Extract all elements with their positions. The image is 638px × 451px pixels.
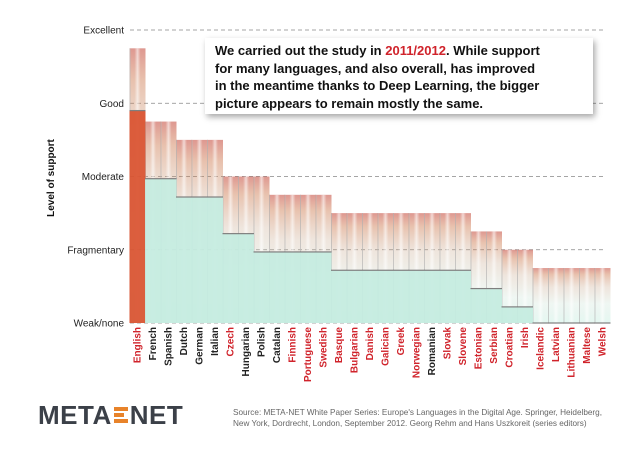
bar-galician	[377, 270, 394, 323]
bar-italian	[207, 197, 223, 323]
category-label: French	[148, 327, 159, 360]
bar-french	[145, 178, 161, 323]
category-label: Maltese	[582, 327, 593, 364]
note-line-1: We carried out the study in 2011/2012. W…	[215, 42, 585, 60]
note-line-3: in the meantime thanks to Deep Learning,…	[215, 78, 540, 93]
bar-czech	[222, 233, 239, 323]
category-label: Slovak	[443, 327, 454, 360]
range-highlight	[413, 213, 420, 323]
category-label: Danish	[365, 327, 376, 360]
bar-danish	[362, 270, 378, 323]
category-label: Slovene	[458, 327, 469, 366]
bar-hungarian	[238, 233, 254, 323]
bar-dutch	[176, 197, 192, 323]
note-line-1-pre: We carried out the study in	[215, 43, 386, 58]
category-label: Hungarian	[241, 327, 252, 376]
bar-catalan	[269, 251, 285, 323]
category-label: Spanish	[164, 327, 175, 366]
category-label: Romanian	[427, 327, 438, 375]
category-label: Serbian	[489, 327, 500, 364]
bar-slovak	[439, 270, 456, 323]
category-label: German	[195, 327, 206, 365]
category-label: Latvian	[551, 327, 562, 362]
category-label: Czech	[226, 327, 237, 356]
bar-german	[191, 197, 208, 323]
bar-slovene	[455, 270, 471, 323]
range-highlight	[522, 249, 528, 323]
bar-norwegian	[408, 270, 425, 323]
range-highlight	[537, 268, 544, 323]
category-label: Lithuanian	[567, 327, 578, 378]
range-highlight	[429, 213, 435, 323]
range-highlight	[460, 213, 466, 323]
category-label: Irish	[520, 327, 531, 348]
source-citation: Source: META-NET White Paper Series: Eur…	[233, 407, 628, 429]
bar-portuguese	[300, 251, 316, 323]
category-label: Bulgarian	[350, 327, 361, 373]
range-highlight	[568, 268, 575, 323]
category-label: Portuguese	[303, 327, 314, 382]
range-highlight	[367, 213, 373, 323]
y-axis-title: Level of support	[46, 138, 57, 216]
category-label: Croatian	[505, 327, 516, 368]
category-label: Finnish	[288, 327, 299, 363]
bar-estonian	[470, 288, 487, 323]
note-line-1-post: . While support	[445, 43, 540, 58]
range-highlight	[475, 231, 482, 323]
category-label: Basque	[334, 327, 345, 364]
logo-text-right: NET	[129, 399, 184, 430]
category-label: Estonian	[474, 327, 485, 369]
category-label: Italian	[210, 327, 221, 356]
category-label: Swedish	[319, 327, 330, 368]
meta-net-logo: META NET	[38, 399, 184, 430]
category-label: English	[133, 327, 144, 363]
range-highlight	[382, 213, 389, 323]
bar-romanian	[424, 270, 440, 323]
annotation-box: We carried out the study in 2011/2012. W…	[205, 38, 593, 114]
range-highlight	[584, 268, 590, 323]
range-highlight	[258, 176, 265, 323]
category-label: Greek	[396, 327, 407, 356]
bar-irish	[517, 306, 533, 323]
range-highlight	[506, 249, 513, 323]
category-label: Galician	[381, 327, 392, 366]
bar-greek	[393, 270, 409, 323]
note-line-4: picture appears to remain mostly the sam…	[215, 95, 484, 111]
range-highlight	[599, 268, 606, 323]
bar-serbian	[486, 288, 502, 323]
bar-english	[129, 110, 146, 323]
bar-croatian	[501, 306, 518, 323]
category-label: Welsh	[598, 327, 609, 356]
bar-spanish	[160, 178, 177, 323]
y-tick-label: Fragmentary	[67, 245, 124, 256]
category-label: Norwegian	[412, 327, 423, 378]
logo-e-mark-icon	[113, 404, 128, 426]
bar-finnish	[284, 251, 301, 323]
range-highlight	[553, 268, 559, 323]
y-tick-label: Weak/none	[74, 319, 125, 330]
range-highlight	[491, 231, 497, 323]
y-tick-label: Good	[100, 99, 124, 110]
y-tick-label: Moderate	[82, 172, 125, 183]
category-label: Catalan	[272, 327, 283, 363]
bar-polish	[253, 251, 270, 323]
range-highlight	[336, 213, 342, 323]
source-line-2: New York, Dordrecht, London, September 2…	[233, 419, 587, 428]
note-highlight-years: 2011/2012	[385, 43, 446, 58]
y-tick-label: Excellent	[83, 26, 124, 37]
bar-swedish	[315, 251, 332, 323]
bar-basque	[331, 270, 347, 323]
range-highlight	[444, 213, 451, 323]
note-line-2: for many languages, and also overall, ha…	[215, 60, 536, 76]
range-highlight	[398, 213, 404, 323]
category-label: Icelandic	[536, 327, 547, 370]
bar-bulgarian	[346, 270, 363, 323]
range-highlight	[351, 213, 358, 323]
source-line-1: Source: META-NET White Paper Series: Eur…	[233, 408, 602, 417]
logo-text-left: META	[38, 399, 112, 430]
category-label: Dutch	[179, 327, 190, 355]
category-label: Polish	[257, 327, 268, 357]
